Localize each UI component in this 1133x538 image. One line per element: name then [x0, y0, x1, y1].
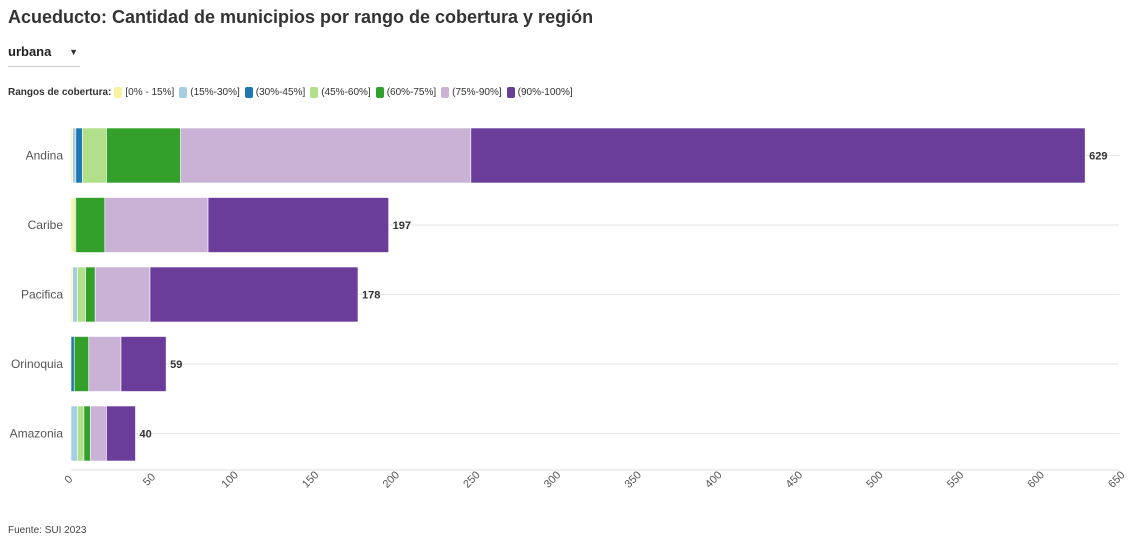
- category-label: Pacifica: [21, 288, 63, 302]
- category-label: Amazonia: [10, 427, 64, 441]
- legend-swatch: [441, 87, 450, 98]
- bar-segment: [94, 266, 151, 323]
- bar-segment: [120, 336, 167, 392]
- legend-item: [0% - 15%]: [114, 87, 174, 98]
- legend-label: (90%-100%]: [517, 87, 573, 98]
- bar-segment: [70, 405, 78, 462]
- bar-segment: [72, 127, 77, 184]
- bar-segment: [207, 197, 389, 253]
- category-label: Andina: [26, 149, 64, 163]
- x-tick-label: 200: [381, 469, 402, 490]
- bar-segment: [70, 197, 75, 253]
- bar-segment: [85, 266, 96, 323]
- bar-segment: [106, 405, 136, 462]
- bar-segment: [83, 405, 91, 462]
- x-tick-label: 0: [62, 473, 75, 486]
- legend-title: Rangos de cobertura:: [8, 87, 112, 98]
- x-tick-label: 350: [622, 469, 643, 490]
- legend-item: (60%-75%]: [375, 87, 437, 98]
- coverage-type-value: urbana: [8, 44, 52, 59]
- bar-segment: [75, 127, 83, 184]
- legend-label: [0% - 15%]: [125, 87, 175, 98]
- legend-item: (15%-30%]: [179, 87, 240, 98]
- x-tick-label: 450: [784, 469, 805, 490]
- total-label: 629: [1089, 151, 1107, 163]
- x-tick-label: 150: [300, 469, 321, 490]
- coverage-type-select[interactable]: urbana ▼: [8, 44, 80, 67]
- total-label: 178: [362, 290, 380, 302]
- bar-segment: [104, 197, 209, 253]
- category-label: Caribe: [28, 218, 64, 232]
- legend-item: (30%-45%]: [244, 87, 306, 98]
- x-tick-label: 100: [219, 469, 240, 490]
- legend-swatch: [179, 87, 188, 98]
- legend-label: (60%-75%]: [386, 87, 437, 98]
- bar-segment: [90, 405, 107, 462]
- legend-label: (30%-45%]: [255, 87, 306, 98]
- legend-items: [0% - 15%] (15%-30%] (30%-45%] (45%-60%] (60…: [114, 87, 577, 98]
- x-tick-label: 250: [461, 469, 482, 490]
- x-tick-label: 550: [945, 469, 966, 490]
- legend-swatch: [114, 87, 123, 98]
- x-tick-label: 650: [1106, 469, 1127, 490]
- source-note: Fuente: SUI 2023: [8, 525, 87, 536]
- legend-label: (45%-60%]: [321, 87, 371, 98]
- chart-title: Acueducto: Cantidad de municipios por ra…: [8, 7, 594, 27]
- bar-segment: [88, 336, 122, 392]
- legend-item: (75%-90%]: [441, 87, 502, 98]
- bar-segment: [70, 336, 75, 392]
- legend-label: (75%-90%]: [452, 87, 502, 98]
- bar-segment: [75, 197, 106, 253]
- bar-segment: [72, 266, 78, 323]
- legend-swatch: [310, 87, 319, 98]
- bar-segment: [149, 266, 359, 323]
- legend-label: (15%-30%]: [190, 87, 240, 98]
- stacked-bar-chart: Andina 629 Caribe 197 Pacifica 178 Orinoquia 59…: [10, 127, 1128, 491]
- legend-item: (45%-60%]: [310, 87, 371, 98]
- bar-segment: [106, 127, 181, 184]
- total-label: 197: [393, 220, 411, 232]
- chevron-down-icon: ▼: [69, 47, 78, 57]
- legend-swatch: [506, 87, 515, 98]
- bar-segment: [77, 405, 85, 462]
- x-tick-label: 400: [703, 469, 724, 490]
- x-tick-label: 50: [141, 471, 158, 488]
- category-label: Orinoquia: [11, 357, 63, 371]
- legend-swatch: [375, 87, 384, 98]
- bar-segment: [470, 127, 1086, 184]
- bar-segment: [180, 127, 472, 184]
- legend: Rangos de cobertura: [0% - 15%] (15%-30%]…: [8, 87, 578, 98]
- x-tick-label: 600: [1026, 469, 1047, 490]
- legend-swatch: [244, 87, 253, 98]
- total-label: 59: [170, 359, 182, 371]
- bar-segment: [81, 127, 107, 184]
- x-tick-label: 500: [864, 469, 885, 490]
- x-tick-label: 300: [542, 469, 563, 490]
- total-label: 40: [139, 429, 151, 441]
- legend-item: (90%-100%]: [506, 87, 573, 98]
- bar-segment: [73, 336, 90, 392]
- bar-segment: [77, 266, 86, 323]
